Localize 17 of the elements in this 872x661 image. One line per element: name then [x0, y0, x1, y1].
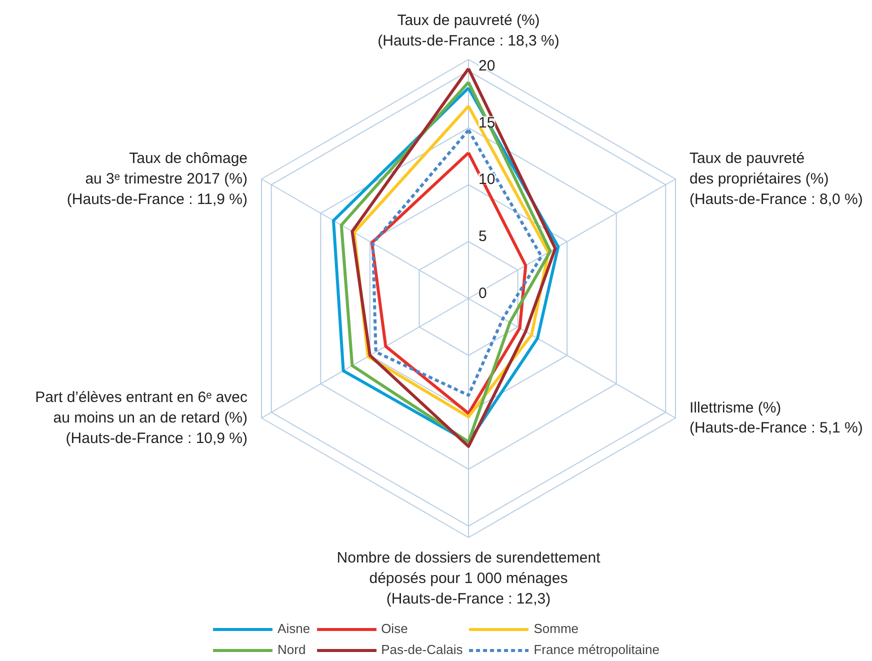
legend-label: Nord [278, 642, 306, 657]
spoke-label: Taux de pauvreté des propriétaires (%) (Hauts-de-France : 8,0 %) [689, 150, 863, 208]
y-tick-label: 15 [478, 114, 496, 132]
y-tick-label: 0 [478, 285, 487, 302]
spoke-label: Part d’élèves entrant en 6ᵉ avec au moins un an de retard (%) (Hauts-de-France : 10,9 %) [35, 389, 248, 447]
spoke-label: Taux de pauvreté (%) (Hauts-de-France : 18,3 %) [378, 12, 560, 50]
legend-label: Oise [381, 621, 408, 636]
legend-label: Aisne [278, 621, 310, 636]
y-tick-label: 20 [478, 57, 496, 74]
spoke-label: Taux de chômage au 3ᵉ trimestre 2017 (%) (Hauts-de-France : 11,9 %) [66, 150, 248, 208]
legend-label: Pas-de-Calais [381, 642, 463, 657]
y-tick-label: 10 [478, 171, 496, 188]
legend-label: France métropolitaine [534, 642, 660, 657]
spoke-label: Nombre de dossiers de surendettement déposés pour 1 000 ménages (Hauts-de-France : 12,3) [336, 550, 602, 608]
spoke-label: Illettrisme (%) (Hauts-de-France : 5,1 %) [689, 399, 863, 437]
y-tick-label: 5 [478, 228, 487, 246]
legend-label: Somme [534, 621, 579, 636]
